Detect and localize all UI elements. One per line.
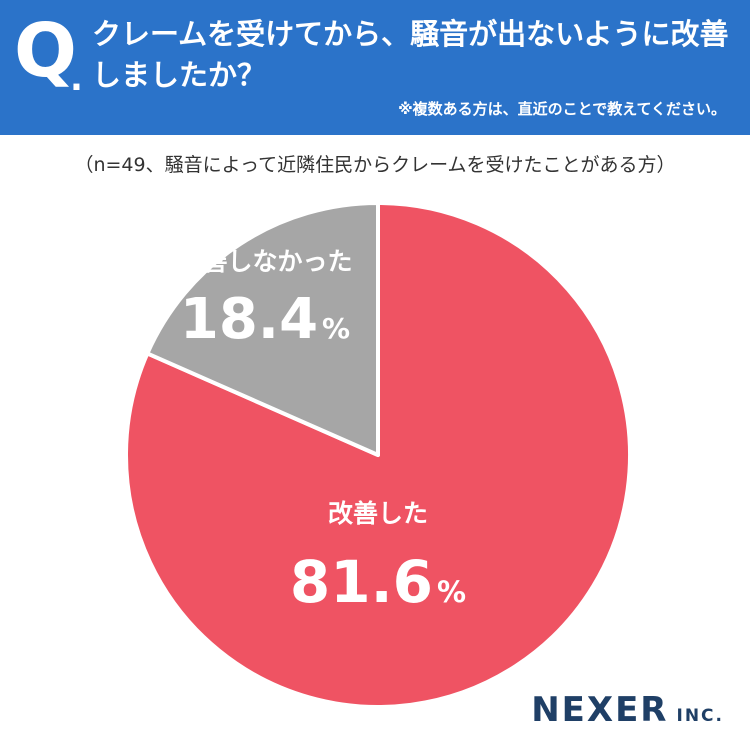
slice-not-improved [145, 201, 380, 457]
question-note: ※複数ある方は、直近のことで教えてください。 [398, 100, 726, 118]
logo-sub: INC. [676, 706, 724, 726]
q-dot: . [70, 59, 83, 99]
slice-improved-label: 改善した [328, 499, 428, 528]
question-text: クレームを受けてから、騒音が出ないように改善しましたか？ [92, 17, 729, 92]
slice-not-improved-label: 改善しなかった [177, 247, 352, 276]
question-header: Q . クレームを受けてから、騒音が出ないように改善しましたか？ ※複数ある方は… [0, 0, 750, 135]
slice-not-improved-value: 18.4% [180, 287, 350, 352]
slice-improved-value: 81.6% [290, 548, 466, 616]
company-logo: NEXER INC. [531, 690, 724, 730]
sample-note: （n=49、騒音によって近隣住民からクレームを受けたことがある方） [74, 154, 676, 176]
q-mark: Q [14, 8, 77, 94]
logo-main: NEXER [531, 690, 669, 730]
